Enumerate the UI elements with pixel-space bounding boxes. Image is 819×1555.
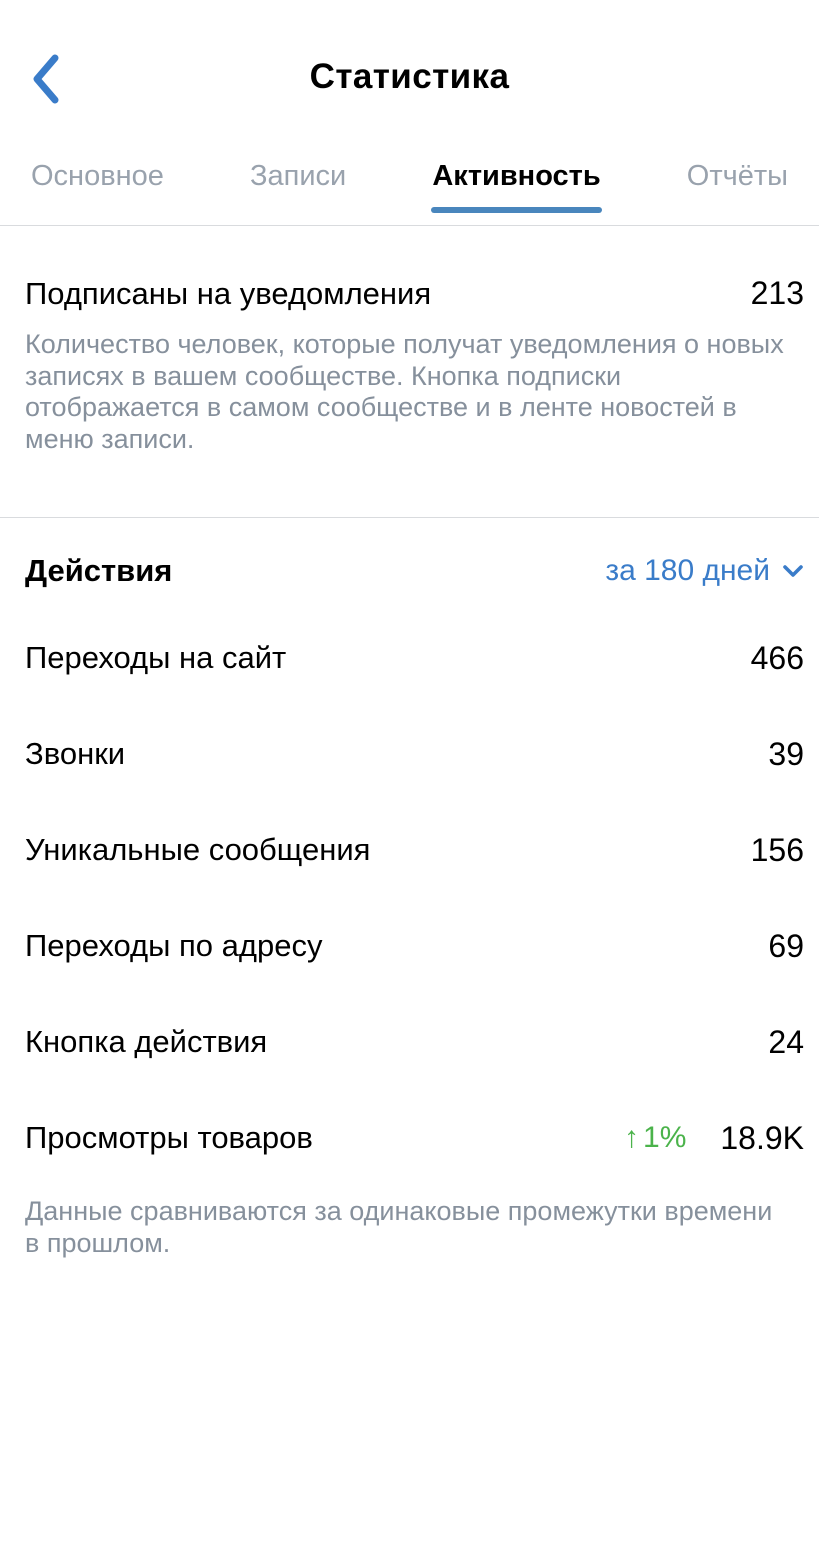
chevron-down-icon [783, 565, 803, 577]
stat-value: 24 [768, 1023, 804, 1060]
stat-value: 69 [768, 927, 804, 964]
arrow-up-icon: ↑ [624, 1121, 640, 1154]
subscriptions-description: Количество человек, которые получат увед… [25, 329, 784, 454]
actions-header: Действия за 180 дней [0, 551, 819, 591]
stat-value: 156 [750, 831, 804, 868]
page-title: Статистика [309, 57, 510, 96]
actions-footnote: Данные сравниваются за одинаковые промеж… [25, 1196, 773, 1258]
subscriptions-row: Подписаны на уведомления 213 [0, 273, 819, 314]
stat-row-product-views: Просмотры товаров ↑ 1% 18.9K [0, 1090, 819, 1186]
stat-value: 466 [750, 639, 804, 676]
back-button[interactable] [30, 52, 74, 106]
subscriptions-value: 213 [750, 275, 804, 311]
period-selector-button[interactable]: за 180 дней [605, 551, 804, 591]
stat-label: Кнопка действия [25, 1024, 268, 1059]
subscriptions-section: Подписаны на уведомления 213 Количество … [0, 273, 819, 455]
tab-label: Записи [250, 160, 347, 192]
stat-value: 18.9K [720, 1119, 804, 1156]
tab-osnovnoe[interactable]: Основное [31, 159, 164, 225]
active-tab-indicator [431, 207, 602, 213]
tab-label: Отчёты [686, 160, 788, 192]
stat-row-unique-messages: Уникальные сообщения 156 [0, 802, 819, 898]
period-selector-label: за 180 дней [605, 554, 770, 587]
stat-row-site-visits: Переходы на сайт 466 [0, 610, 819, 706]
actions-section: Действия за 180 дней Переходы на сайт 46… [0, 551, 819, 1259]
section-divider [0, 517, 819, 518]
stat-label: Переходы на сайт [25, 640, 287, 675]
tab-aktivnost[interactable]: Активность [431, 159, 602, 225]
delta-badge: ↑ 1% [624, 1121, 686, 1155]
tab-zapisi[interactable]: Записи [250, 159, 346, 225]
stat-value: 39 [768, 735, 804, 772]
actions-title: Действия [25, 553, 173, 588]
tab-label: Основное [31, 160, 164, 192]
stat-row-address-clicks: Переходы по адресу 69 [0, 898, 819, 994]
nav-header: Статистика [0, 0, 819, 112]
chevron-left-icon [33, 54, 59, 104]
tab-bar: Основное Записи Активность Отчёты [0, 112, 819, 226]
stat-row-action-button: Кнопка действия 24 [0, 994, 819, 1090]
actions-rows: Переходы на сайт 466 Звонки 39 Уникальны… [0, 610, 819, 1186]
tab-otchety[interactable]: Отчёты [687, 159, 788, 225]
stat-value-group: ↑ 1% 18.9K [624, 1120, 804, 1157]
delta-percent: 1% [643, 1121, 687, 1154]
stat-label: Просмотры товаров [25, 1120, 313, 1155]
stat-row-calls: Звонки 39 [0, 706, 819, 802]
stat-label: Переходы по адресу [25, 928, 323, 963]
tab-label: Активность [432, 160, 601, 192]
stat-label: Уникальные сообщения [25, 832, 371, 867]
stat-label: Звонки [25, 736, 126, 771]
subscriptions-label: Подписаны на уведомления [25, 276, 432, 311]
